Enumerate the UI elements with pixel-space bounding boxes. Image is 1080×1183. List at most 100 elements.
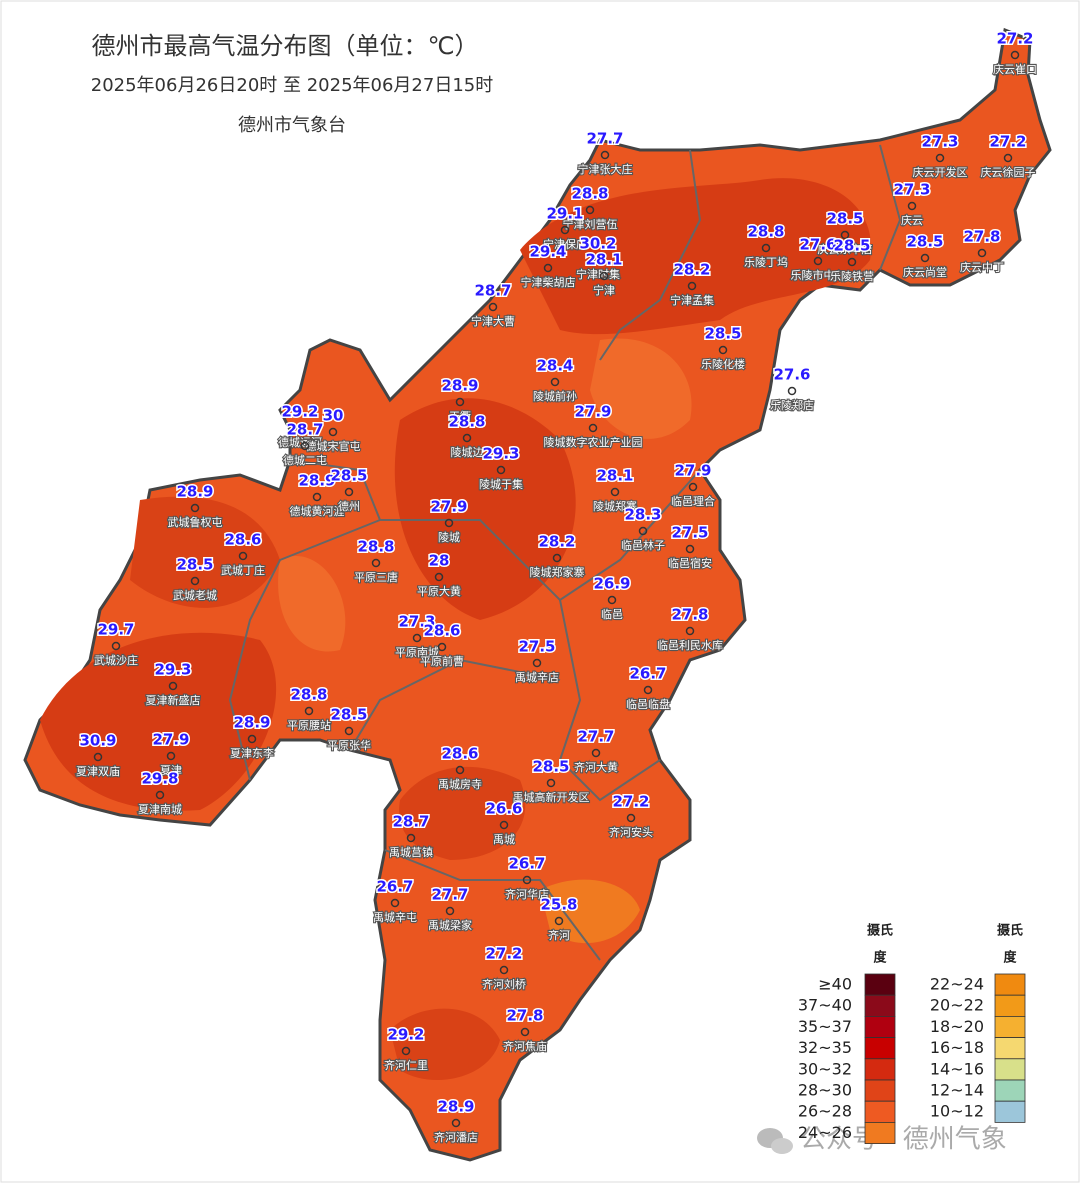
station-name: 临邑临盘: [626, 697, 670, 711]
station-name: 武城老城: [173, 589, 217, 602]
station-value: 28.5: [704, 325, 741, 343]
subtitle: 2025年06月26日20时 至 2025年06月27日15时: [91, 75, 494, 96]
station-value: 28.9: [233, 714, 270, 732]
station-value: 26.7: [376, 878, 413, 896]
station-dot: [455, 397, 465, 407]
temperature-zones: [40, 178, 872, 1080]
station-name: 齐河刘桥: [482, 977, 526, 991]
station-dot: [444, 518, 454, 528]
station-name: 平原张华: [327, 738, 371, 752]
legend-swatch: [864, 973, 896, 996]
station-dot: [344, 726, 354, 736]
station-name: 庆云尚堂: [903, 265, 947, 279]
legend-label: 26~28: [798, 1102, 852, 1121]
station-dot: [499, 820, 509, 830]
legend-swatch: [994, 1058, 1026, 1081]
station-name: 临邑利民水库: [657, 638, 723, 652]
station-name: 齐河潘店: [434, 1130, 478, 1144]
station-dot: [406, 833, 416, 843]
station-dot: [543, 263, 553, 273]
station-name: 陵城数字农业产业园: [544, 435, 643, 449]
station-value: 26.9: [593, 575, 630, 593]
station-dot: [685, 626, 695, 636]
station-value: 28.6: [423, 622, 460, 640]
station-value: 27.9: [574, 403, 611, 421]
station-name: 齐河仁里: [384, 1058, 428, 1072]
legend-label: 35~37: [798, 1017, 852, 1036]
station-name: 庆云中丁: [960, 260, 1004, 274]
station-name: 武城丁庄: [221, 563, 265, 577]
station-value: 28.9: [176, 483, 213, 501]
station-dot: [520, 1027, 530, 1037]
station-dot: [401, 1046, 411, 1056]
legend-swatch: [864, 1016, 896, 1039]
station-name: 平原前曹: [420, 654, 464, 668]
legend-label: 30~32: [798, 1059, 852, 1078]
station-name: 禹城莒镇: [389, 845, 433, 859]
legend-label: 20~22: [930, 996, 984, 1015]
station-name: 宁津柴胡店: [521, 275, 576, 289]
legend-swatch: [994, 973, 1026, 996]
station-dot: [1003, 153, 1013, 163]
station-name: 庆云崔口: [993, 62, 1037, 76]
station-dot: [591, 748, 601, 758]
station-dot: [935, 153, 945, 163]
station-value: 27.7: [577, 728, 614, 746]
station-name: 德城宋官屯: [306, 439, 361, 453]
station-dot: [93, 752, 103, 762]
station-dot: [920, 253, 930, 263]
station-name: 庆云开发区: [913, 165, 968, 179]
station-value: 27.9: [674, 462, 711, 480]
station-value: 27.5: [518, 638, 555, 656]
station-name: 宁津: [593, 283, 615, 297]
station-dot: [462, 433, 472, 443]
station-dot: [687, 281, 697, 291]
station-name: 陵城郑家寨: [530, 565, 585, 579]
station-dot: [155, 790, 165, 800]
station-value: 26.6: [485, 800, 522, 818]
station-value: 28.5: [906, 233, 943, 251]
station-value: 29.7: [97, 621, 134, 639]
legend-swatch: [864, 1058, 896, 1081]
station-dot: [546, 778, 556, 788]
legend-swatch: [864, 1037, 896, 1060]
station-name: 天衢: [449, 410, 471, 423]
station-value: 28.9: [437, 1098, 474, 1116]
station-value: 28.4: [536, 357, 573, 375]
station-value: 29.2: [281, 403, 318, 421]
station-dot: [550, 377, 560, 387]
station-dot: [496, 465, 506, 475]
station-dot: [437, 642, 447, 652]
legend-unit: 度: [1003, 950, 1017, 966]
legend-swatch: [994, 1037, 1026, 1060]
station-value: 29.2: [387, 1026, 424, 1044]
station-value: 29.8: [141, 770, 178, 788]
station-dot: [560, 225, 570, 235]
station-value: 27.3: [398, 613, 435, 631]
station-name: 宁津大曹: [471, 314, 515, 328]
station-value: 28.5: [330, 467, 367, 485]
station-name: 陵城郑寨: [593, 499, 637, 513]
station-value: 28.5: [176, 556, 213, 574]
station-dot: [599, 271, 609, 281]
station-dot: [1010, 50, 1020, 60]
station-value: 27.2: [485, 945, 522, 963]
station-name: 夏津: [160, 764, 182, 777]
station-name: 齐河华店: [505, 887, 549, 901]
legend-label: 24~26: [798, 1123, 852, 1142]
station-value: 27.7: [586, 130, 623, 148]
station-dot: [813, 256, 823, 266]
station-dot: [295, 423, 305, 433]
station-name: 陵城前孙: [533, 389, 577, 403]
station-dot: [554, 916, 564, 926]
station-name: 庆云: [901, 213, 923, 227]
legend-swatch: [864, 1079, 896, 1102]
station-value: 28.2: [538, 533, 575, 551]
legend-label: 16~18: [930, 1038, 984, 1057]
station-value: 27.9: [152, 731, 189, 749]
station-name: 齐河焦庙: [503, 1039, 547, 1053]
station-name: 德城运河: [278, 435, 322, 449]
legend-label: 22~24: [930, 975, 984, 994]
